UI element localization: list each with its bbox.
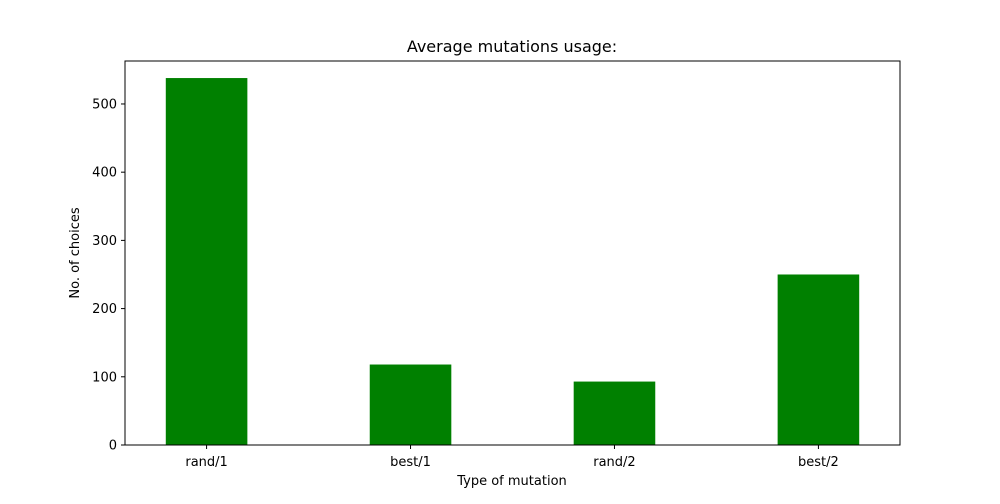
x-axis-ticks: rand/1 best/1 rand/2 best/2 [185,445,839,470]
bar-rand-1 [165,78,248,445]
y-axis-label: No. of choices [68,207,83,298]
chart-title: Average mutations usage: [407,37,617,56]
y-tick-label: 500 [92,97,117,112]
bar-best-2 [777,274,860,445]
x-tick-label: best/2 [798,455,839,470]
x-tick-label: best/1 [390,455,431,470]
y-tick-label: 0 [109,439,117,454]
plot-frame [124,60,901,446]
bar-rand-2 [573,381,656,445]
bars-layer [165,78,860,445]
y-tick-label: 100 [92,370,117,385]
y-tick-label: 200 [92,302,117,317]
x-tick-label: rand/2 [593,455,635,470]
y-tick-label: 400 [92,166,117,181]
y-tick-label: 300 [92,234,117,249]
x-axis-label: Type of mutation [456,474,567,489]
x-tick-label: rand/1 [185,455,227,470]
y-axis-ticks: 0 100 200 300 400 500 [92,97,125,454]
bar-best-1 [369,364,452,445]
